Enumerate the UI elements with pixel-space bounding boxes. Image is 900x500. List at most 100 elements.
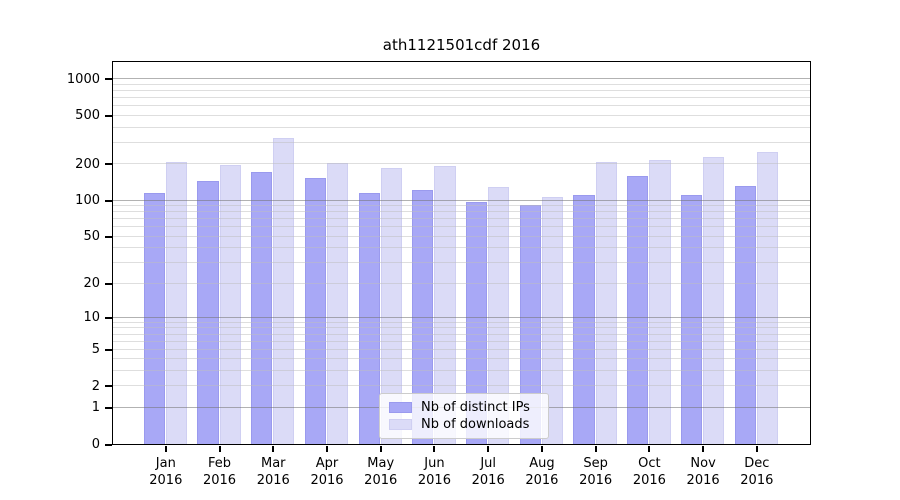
y-tick-label: 500: [75, 108, 100, 124]
y-tick-mark: [105, 443, 112, 446]
y-tick-mark: [105, 114, 112, 117]
x-tick-mark: [648, 446, 651, 452]
legend: Nb of distinct IPs Nb of downloads: [379, 393, 549, 439]
y-tick-label: 1: [91, 400, 100, 416]
y-tick-mark: [105, 282, 112, 285]
bar-distinct-ips: [573, 195, 595, 444]
bar-distinct-ips: [143, 192, 165, 444]
y-tick-label: 5: [91, 342, 100, 358]
legend-label-distinct-ips: Nb of distinct IPs: [421, 400, 530, 415]
month-label: Jun: [424, 455, 445, 471]
bar-distinct-ips: [680, 195, 703, 444]
month-label: Mar: [260, 455, 286, 471]
bar-distinct-ips: [734, 185, 756, 444]
x-tick-label: Jan 2016: [134, 455, 198, 489]
y-tick-label: 0: [91, 437, 100, 452]
bar-downloads: [165, 162, 187, 444]
bar-downloads: [703, 156, 725, 444]
x-tick-mark: [325, 446, 328, 452]
x-tick-label: Nov 2016: [671, 455, 735, 489]
y-tick-mark: [105, 385, 112, 388]
month-label: Nov: [690, 455, 716, 471]
x-tick-mark: [540, 446, 543, 452]
x-tick-label: Dec 2016: [725, 455, 789, 489]
legend-swatch-downloads: [389, 419, 412, 430]
y-tick-mark: [105, 199, 112, 202]
x-tick-label: Oct 2016: [617, 455, 681, 489]
x-tick-mark: [487, 446, 490, 452]
legend-row-distinct-ips: Nb of distinct IPs: [389, 399, 539, 416]
y-tick-label: 1000: [66, 71, 100, 87]
bar-downloads: [219, 164, 241, 444]
x-tick-label: Apr 2016: [295, 455, 359, 489]
x-tick-label: Feb 2016: [188, 455, 252, 489]
year-label: 2016: [256, 472, 290, 488]
month-label: Oct: [638, 455, 661, 471]
month-label: May: [367, 455, 395, 471]
year-label: 2016: [632, 472, 666, 488]
y-tick-label: 100: [75, 193, 100, 208]
x-tick-mark: [594, 446, 597, 452]
month-label: Dec: [744, 455, 770, 471]
x-tick-label: Sep 2016: [564, 455, 628, 489]
y-tick-label: 50: [83, 229, 100, 245]
y-tick-label: 10: [83, 310, 100, 326]
bar-downloads: [434, 166, 456, 444]
x-tick-mark: [433, 446, 436, 452]
x-tick-label: Aug 2016: [510, 455, 574, 489]
month-label: Sep: [583, 455, 608, 471]
month-label: Jan: [155, 455, 176, 471]
y-tick-label: 2: [91, 378, 100, 394]
y-tick-mark: [105, 78, 112, 81]
month-label: Jul: [480, 455, 497, 471]
x-tick-label: Jun 2016: [402, 455, 466, 489]
bar-downloads: [488, 187, 510, 444]
y-tick-mark: [105, 348, 112, 351]
bar-downloads: [756, 151, 779, 444]
year-label: 2016: [202, 472, 237, 488]
bars-layer: [113, 62, 810, 444]
year-label: 2016: [686, 472, 720, 488]
bar-distinct-ips: [358, 193, 380, 444]
year-label: 2016: [364, 472, 398, 488]
x-tick-mark: [164, 446, 167, 452]
bar-distinct-ips: [627, 176, 649, 444]
y-tick-mark: [105, 406, 112, 409]
month-label: Feb: [208, 455, 232, 471]
plot-area: Nb of distinct IPs Nb of downloads: [112, 61, 811, 445]
bar-downloads: [541, 196, 564, 444]
legend-swatch-distinct-ips: [389, 402, 412, 413]
year-label: 2016: [417, 472, 451, 488]
x-tick-label: May 2016: [349, 455, 413, 489]
x-tick-mark: [755, 446, 758, 452]
year-label: 2016: [310, 472, 344, 488]
legend-row-downloads: Nb of downloads: [389, 416, 539, 433]
bar-downloads: [326, 162, 349, 444]
x-tick-mark: [702, 446, 705, 452]
y-tick-mark: [105, 235, 112, 238]
year-label: 2016: [740, 472, 774, 488]
y-tick-mark: [105, 163, 112, 166]
y-tick-mark: [105, 316, 112, 319]
legend-label-downloads: Nb of downloads: [421, 417, 530, 432]
month-label: Aug: [529, 455, 555, 471]
chart-title: ath1121501cdf 2016: [382, 36, 541, 54]
x-tick-mark: [379, 446, 382, 452]
bar-distinct-ips: [197, 180, 219, 444]
bar-distinct-ips: [304, 177, 326, 444]
bar-downloads: [380, 168, 402, 444]
x-tick-label: Mar 2016: [241, 455, 305, 489]
year-label: 2016: [471, 472, 505, 488]
month-label: Apr: [315, 455, 339, 471]
x-tick-mark: [218, 446, 221, 452]
year-label: 2016: [149, 472, 183, 488]
year-label: 2016: [525, 472, 559, 488]
x-tick-mark: [272, 446, 275, 452]
x-tick-label: Jul 2016: [456, 455, 520, 489]
y-tick-label: 200: [75, 156, 100, 172]
bar-distinct-ips: [251, 171, 273, 444]
bar-downloads: [649, 160, 671, 444]
y-tick-label: 20: [83, 276, 100, 292]
year-label: 2016: [579, 472, 613, 488]
